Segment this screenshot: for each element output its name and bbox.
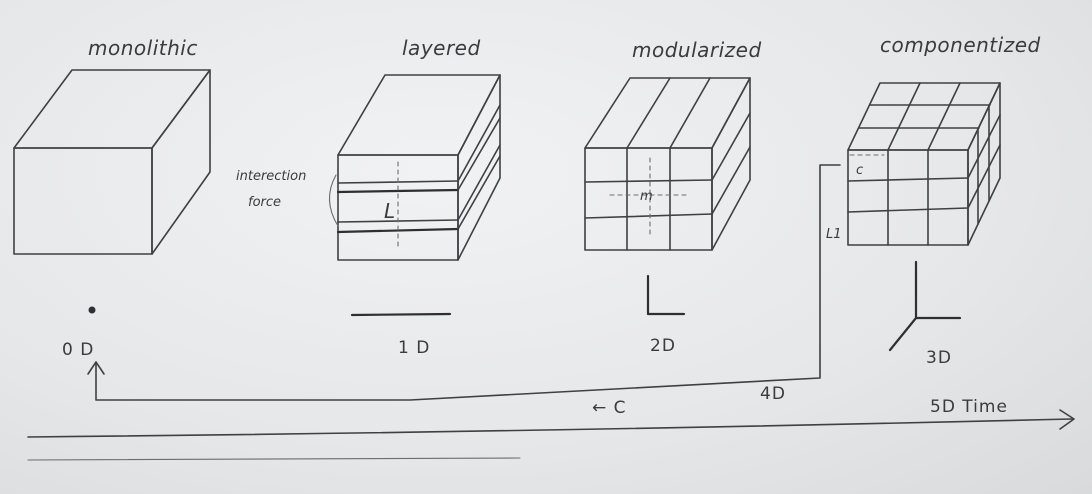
feedback-loop-path	[95, 164, 841, 401]
interaction-annotation-line2: force	[248, 195, 281, 210]
three-d-axes	[888, 260, 962, 352]
time-axis-arrow	[27, 409, 1075, 438]
dimension-label-2d: 2D	[650, 336, 676, 356]
modularized-inner-label: m	[640, 189, 653, 204]
componentized-inner-label: c	[856, 163, 863, 178]
dimension-label-1d: 1 D	[398, 338, 430, 358]
layered-inner-label: L	[384, 199, 396, 223]
componentized-cube	[847, 82, 1001, 246]
dimension-label-3d: 3D	[926, 348, 952, 368]
interaction-annotation-line1: interection	[236, 169, 306, 184]
dimension-label-0d: 0 D	[62, 340, 94, 360]
feedback-arrowhead	[87, 361, 105, 375]
modularized-cube	[584, 77, 751, 251]
componentized-side-label: L1	[826, 227, 842, 242]
title-modularized: modularized	[632, 38, 762, 62]
one-d-line	[350, 312, 452, 317]
title-monolithic: monolithic	[88, 36, 198, 60]
feedback-label-4d: 4D	[760, 384, 786, 404]
paper-fold-line	[27, 457, 521, 461]
feedback-direction-label: ← C	[592, 398, 627, 418]
layered-cube	[328, 74, 501, 261]
monolithic-cube	[13, 69, 211, 255]
title-layered: layered	[402, 36, 481, 60]
two-d-axes	[646, 274, 686, 316]
zero-d-point	[88, 306, 96, 314]
title-componentized: componentized	[880, 33, 1041, 57]
time-axis-label: 5D Time	[930, 397, 1008, 417]
